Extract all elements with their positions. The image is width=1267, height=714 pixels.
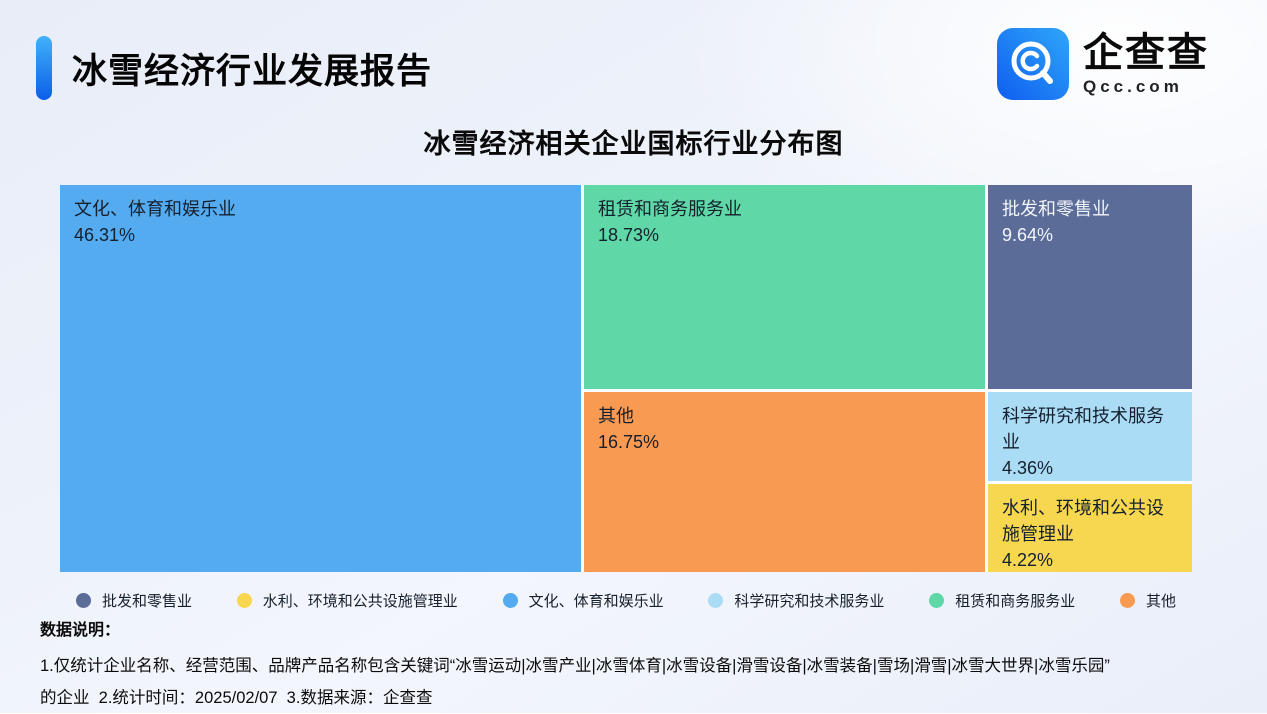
- treemap-block-science-technology-services: 科学研究和技术服务业 4.36%: [988, 392, 1192, 481]
- treemap-block-percent: 9.64%: [1002, 225, 1054, 246]
- legend-label: 科学研究和技术服务业: [734, 592, 885, 610]
- qcc-logo: 企查查 Qcc.com: [997, 28, 1209, 100]
- treemap-block-label: 科学研究和技术服务业: [1002, 406, 1164, 453]
- legend-dot-icon: [236, 592, 252, 608]
- treemap-block-percent: 46.31%: [74, 225, 136, 246]
- treemap-block-wholesale-retail: 批发和零售业 9.64%: [988, 185, 1192, 389]
- title-accent-bar: [36, 36, 52, 100]
- data-notes: 数据说明： 1.仅统计企业名称、经营范围、品牌产品名称包含关键词“冰雪运动|冰雪…: [40, 616, 1250, 714]
- chart-title: 冰雪经济相关企业国标行业分布图: [423, 129, 844, 159]
- legend-label: 文化、体育和娱乐业: [528, 592, 664, 610]
- qcc-logo-text: 企查查 Qcc.com: [1083, 31, 1209, 97]
- treemap-block-leasing-business-services: 租赁和商务服务业 18.73%: [584, 185, 985, 389]
- treemap-block-label: 文化、体育和娱乐业: [74, 199, 236, 219]
- report-header: 冰雪经济行业发展报告: [36, 36, 432, 100]
- legend-label: 其他: [1145, 592, 1176, 610]
- treemap-block-label: 批发和零售业: [1002, 199, 1110, 219]
- notes-line-2: 的企业 2.统计时间：2025/02/07 3.数据来源：企查查: [40, 689, 433, 708]
- chart-legend: 批发和零售业 水利、环境和公共设施管理业 文化、体育和娱乐业 科学研究和技术服务…: [60, 586, 1192, 614]
- qcc-logo-domain: Qcc.com: [1083, 77, 1183, 96]
- treemap-block-percent: 18.73%: [598, 225, 660, 246]
- qcc-logo-icon: [997, 28, 1069, 100]
- treemap-block-percent: 16.75%: [598, 432, 660, 453]
- report-title: 冰雪经济行业发展报告: [72, 51, 433, 91]
- legend-item-other: 其他: [1119, 590, 1176, 611]
- legend-item-culture-sports-entertainment: 文化、体育和娱乐业: [502, 590, 664, 611]
- treemap-block-percent: 4.36%: [1002, 458, 1054, 479]
- legend-item-wholesale-retail: 批发和零售业: [76, 590, 192, 611]
- legend-dot-icon: [502, 592, 518, 608]
- legend-label: 租赁和商务服务业: [955, 592, 1076, 610]
- legend-dot-icon: [76, 592, 91, 608]
- treemap-block-other: 其他 16.75%: [584, 392, 985, 572]
- treemap-block-percent: 4.22%: [1002, 550, 1054, 571]
- qcc-logo-name: 企查查: [1083, 31, 1209, 75]
- legend-item-water-environment-facilities: 水利、环境和公共设施管理业: [236, 590, 458, 611]
- treemap-block-label: 租赁和商务服务业: [598, 199, 742, 219]
- treemap-block-label: 其他: [598, 406, 634, 426]
- treemap-chart: 文化、体育和娱乐业 46.31% 租赁和商务服务业 18.73% 其他 16.7…: [60, 185, 1192, 572]
- treemap-block-label: 水利、环境和公共设施管理业: [1002, 498, 1164, 545]
- legend-label: 水利、环境和公共设施管理业: [262, 592, 458, 610]
- legend-dot-icon: [708, 592, 724, 608]
- notes-heading: 数据说明：: [40, 622, 121, 639]
- legend-dot-icon: [929, 592, 945, 608]
- legend-label: 批发和零售业: [102, 592, 193, 610]
- treemap-block-water-environment-facilities: 水利、环境和公共设施管理业 4.22%: [988, 484, 1192, 572]
- legend-dot-icon: [1119, 592, 1135, 608]
- notes-line-1: 1.仅统计企业名称、经营范围、品牌产品名称包含关键词“冰雪运动|冰雪产业|冰雪体…: [40, 657, 1110, 675]
- legend-item-science-technology-services: 科学研究和技术服务业: [708, 590, 884, 611]
- legend-item-leasing-business-services: 租赁和商务服务业: [929, 590, 1075, 611]
- treemap-block-culture-sports-entertainment: 文化、体育和娱乐业 46.31%: [60, 185, 581, 572]
